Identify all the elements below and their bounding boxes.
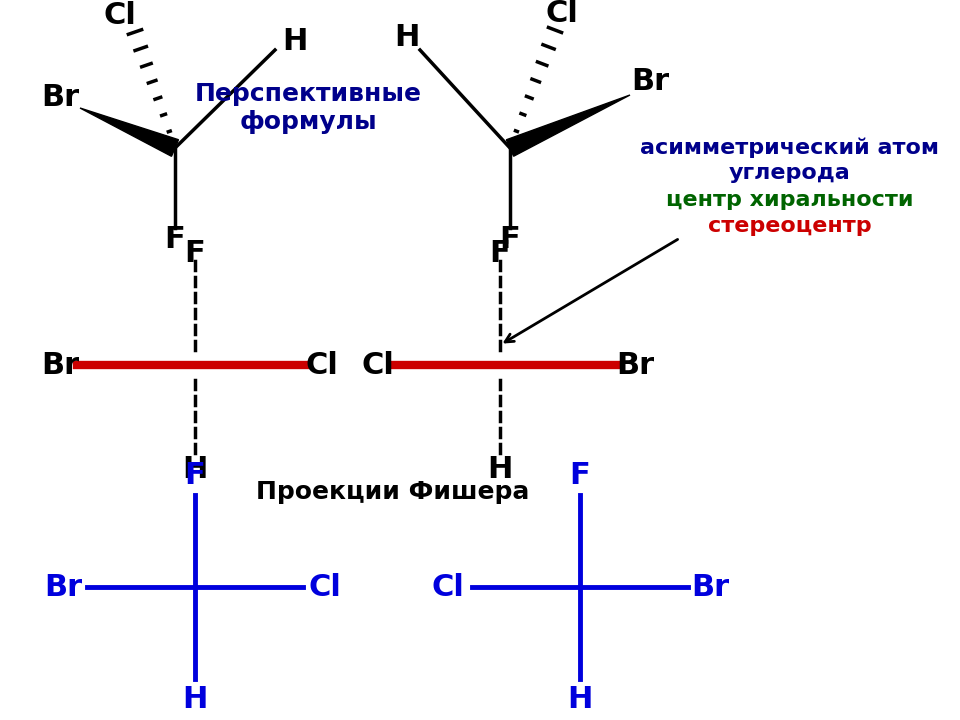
Polygon shape <box>80 108 179 156</box>
Text: центр хиральности: центр хиральности <box>666 190 914 210</box>
Text: F: F <box>164 225 185 254</box>
Text: Cl: Cl <box>104 1 136 30</box>
Text: Проекции Фишера: Проекции Фишера <box>256 480 530 504</box>
Text: Cl: Cl <box>362 351 395 379</box>
Text: Br: Br <box>41 84 79 112</box>
Text: H: H <box>282 27 308 56</box>
Text: F: F <box>490 238 511 268</box>
Text: Br: Br <box>691 572 729 601</box>
Text: Br: Br <box>44 572 82 601</box>
Text: Перспективные
формулы: Перспективные формулы <box>195 82 421 134</box>
Text: H: H <box>488 456 513 485</box>
Text: Br: Br <box>631 68 669 96</box>
Text: Cl: Cl <box>305 351 339 379</box>
Text: асимметрический атом: асимметрический атом <box>640 138 940 158</box>
Text: H: H <box>567 685 592 714</box>
Text: F: F <box>184 461 205 490</box>
Polygon shape <box>506 95 630 156</box>
Text: H: H <box>395 24 420 53</box>
Text: Cl: Cl <box>432 572 465 601</box>
Text: Cl: Cl <box>308 572 342 601</box>
Text: Br: Br <box>41 351 79 379</box>
Text: H: H <box>182 685 207 714</box>
Text: углерода: углерода <box>730 163 851 183</box>
Text: F: F <box>184 238 205 268</box>
Text: F: F <box>569 461 590 490</box>
Text: F: F <box>499 225 520 254</box>
Text: H: H <box>182 456 207 485</box>
Text: Cl: Cl <box>545 0 579 29</box>
Text: Br: Br <box>616 351 654 379</box>
Text: стереоцентр: стереоцентр <box>708 216 872 236</box>
